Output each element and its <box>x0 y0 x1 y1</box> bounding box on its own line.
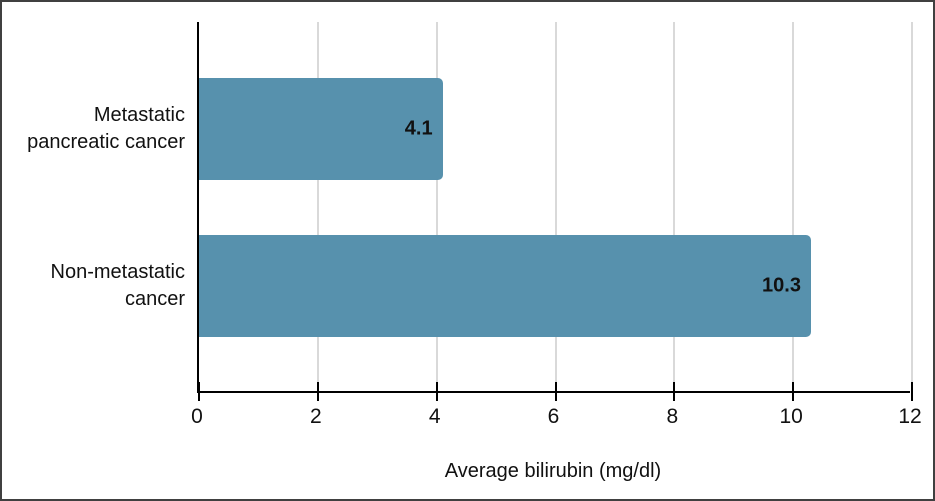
x-tick-label-8: 8 <box>666 405 679 428</box>
gridline-x-4 <box>435 22 438 391</box>
gridline-x-6 <box>554 22 557 391</box>
gridline-x-8 <box>673 22 676 391</box>
x-tick-label-6: 6 <box>547 405 560 428</box>
gridline-x-10 <box>792 22 795 391</box>
gridline-x-2 <box>316 22 319 391</box>
bar-1: 10.3 <box>199 235 811 337</box>
gridline-x-12 <box>911 22 913 391</box>
x-tick-label-10: 10 <box>779 405 803 428</box>
category-label-0: Metastatic pancreatic cancer <box>27 104 185 153</box>
x-axis-title: Average bilirubin (mg/dl) <box>444 460 662 482</box>
x-tick-mark-0 <box>198 382 200 401</box>
x-tick-label-0: 0 <box>191 405 203 428</box>
x-tick-label-4: 4 <box>428 405 441 428</box>
bar-0: 4.1 <box>199 78 443 180</box>
x-tick-mark-4 <box>435 382 438 401</box>
bar-value-label: 10.3 <box>762 274 801 297</box>
x-tick-mark-6 <box>554 382 557 401</box>
x-tick-mark-2 <box>316 382 319 401</box>
x-tick-label-2: 2 <box>309 405 322 428</box>
category-label-1: Non-metastatic cancer <box>50 261 186 310</box>
plot-area: 4.1 10.3 <box>197 22 913 401</box>
x-tick-mark-8 <box>673 382 676 401</box>
bar-value-label: 4.1 <box>404 117 433 140</box>
x-tick-mark-12 <box>911 382 913 401</box>
x-tick-label-12: 12 <box>898 405 922 428</box>
x-tick-mark-10 <box>792 382 795 401</box>
